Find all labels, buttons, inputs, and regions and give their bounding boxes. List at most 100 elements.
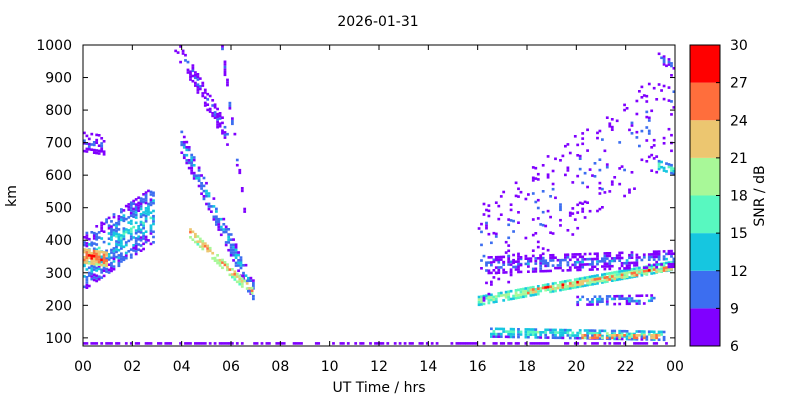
snr-cell: [234, 261, 238, 265]
snr-cell: [655, 336, 659, 340]
snr-cell: [90, 277, 94, 281]
snr-cell: [90, 262, 94, 265]
snr-cell: [662, 257, 666, 261]
snr-cell: [194, 240, 197, 244]
snr-cell: [192, 164, 196, 167]
colorbar-tick-label: 21: [730, 151, 748, 167]
snr-cell: [650, 253, 654, 256]
snr-cell: [541, 284, 545, 287]
snr-cell: [551, 331, 555, 334]
snr-cell: [625, 330, 629, 333]
snr-cell: [613, 176, 617, 179]
snr-cell: [112, 247, 116, 250]
snr-cell: [603, 254, 607, 258]
y-tick-label: 200: [45, 298, 72, 314]
snr-cell: [527, 291, 530, 295]
snr-cell: [615, 254, 619, 257]
snr-cell: [97, 149, 101, 153]
snr-cell: [494, 332, 498, 336]
snr-cell: [97, 255, 101, 259]
snr-cell: [531, 328, 535, 331]
snr-cell: [494, 300, 498, 303]
snr-cell: [207, 194, 211, 198]
snr-cell: [586, 128, 589, 132]
snr-cell: [625, 299, 629, 303]
snr-cell: [203, 88, 207, 92]
snr-cell: [645, 100, 649, 103]
snr-cell: [465, 342, 469, 345]
x-tick-label: 04: [173, 359, 191, 375]
snr-cell: [205, 181, 208, 185]
snr-cell: [628, 268, 631, 271]
snr-cell: [578, 263, 582, 266]
snr-cell: [117, 215, 121, 218]
snr-cell: [601, 187, 604, 191]
snr-cell: [190, 164, 194, 167]
snr-cell: [490, 256, 493, 259]
snr-cell: [605, 336, 609, 340]
snr-cell: [635, 264, 639, 267]
snr-cell: [92, 141, 96, 144]
snr-cell: [95, 238, 99, 241]
snr-cell: [223, 63, 227, 66]
snr-cell: [539, 342, 543, 345]
snr-cell: [603, 191, 607, 194]
snr-cell: [551, 290, 555, 293]
snr-cell: [85, 142, 89, 145]
snr-cell: [635, 294, 639, 298]
snr-cell: [186, 60, 190, 64]
snr-cell: [524, 262, 528, 266]
snr-cell: [166, 342, 170, 345]
snr-cell: [578, 283, 582, 286]
snr-cell: [544, 283, 548, 287]
snr-cell: [92, 247, 96, 251]
snr-cell: [638, 342, 641, 345]
snr-cell: [137, 235, 141, 238]
snr-cell: [490, 263, 493, 267]
colorbar-bin: [690, 157, 720, 196]
snr-cell: [657, 165, 661, 168]
snr-cell: [591, 174, 594, 177]
x-tick-label: 14: [419, 359, 437, 375]
snr-cell: [645, 267, 649, 271]
x-tick-label: 18: [518, 359, 536, 375]
snr-cell: [187, 148, 191, 152]
snr-cell: [95, 243, 99, 246]
colorbar-bin: [690, 195, 720, 234]
snr-cell: [134, 342, 138, 345]
snr-cell: [497, 271, 501, 274]
snr-cell: [195, 174, 198, 177]
snr-cell: [492, 332, 496, 336]
snr-cell: [492, 276, 496, 279]
snr-cell: [546, 269, 550, 273]
snr-cell: [242, 271, 245, 275]
snr-cell: [142, 200, 145, 204]
snr-cell: [115, 342, 118, 345]
snr-cell: [620, 264, 624, 268]
snr-cell: [623, 277, 626, 280]
snr-cell: [115, 224, 118, 228]
snr-cell: [667, 262, 671, 266]
snr-cell: [593, 334, 597, 337]
snr-cell: [588, 278, 592, 281]
snr-cell: [480, 297, 483, 301]
snr-cell: [100, 255, 104, 259]
snr-cell: [110, 220, 113, 223]
snr-cell: [534, 262, 538, 265]
snr-cell: [551, 333, 555, 337]
snr-cell: [583, 329, 587, 332]
snr-cell: [534, 330, 538, 334]
snr-cell: [100, 144, 104, 148]
snr-cell: [223, 73, 227, 77]
snr-cell: [655, 263, 659, 267]
snr-cell: [487, 214, 491, 218]
snr-cell: [85, 150, 89, 153]
snr-cell: [149, 242, 153, 246]
snr-cell: [519, 256, 523, 259]
snr-cell: [87, 256, 91, 260]
snr-cell: [561, 328, 565, 332]
snr-cell: [586, 331, 589, 335]
snr-cell: [620, 273, 624, 277]
y-tick-label: 700: [45, 136, 72, 152]
snr-cell: [568, 287, 572, 290]
